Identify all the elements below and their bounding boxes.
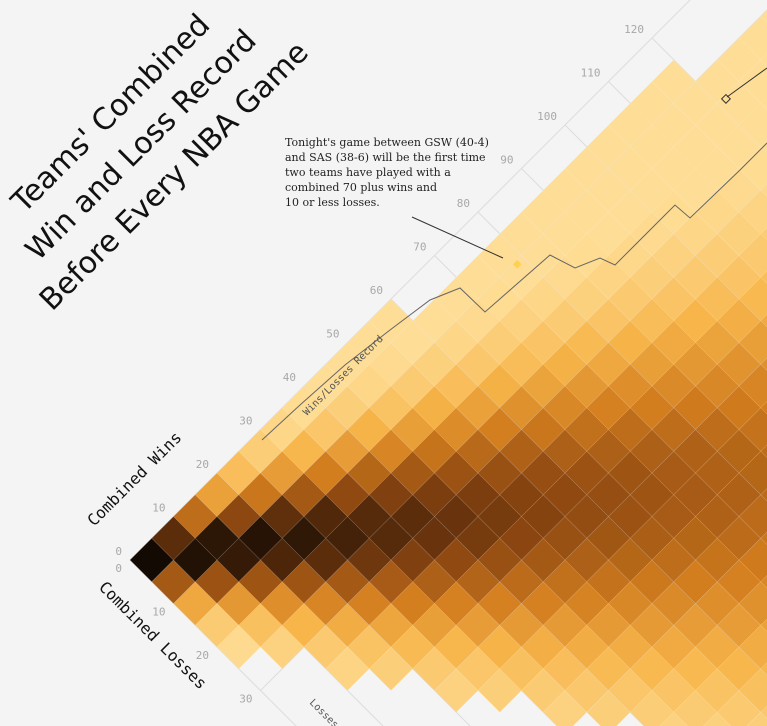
losses-tick-label: 10 (152, 606, 165, 619)
wins-tick-label: 30 (239, 415, 252, 428)
heat-cell (746, 711, 767, 726)
losses-tick-label: 30 (239, 693, 252, 706)
heat-cell (760, 575, 767, 589)
heat-cell (703, 711, 732, 726)
heat-cell (738, 581, 767, 626)
losses-record-label: Losses (307, 697, 340, 726)
wins-axis-title: Combined Wins (83, 428, 185, 530)
heat-cell (738, 624, 767, 670)
heat-cell (738, 189, 767, 235)
annotation-line: and SAS (38-6) will be the first time (285, 151, 486, 164)
heat-cell (760, 270, 767, 284)
wins-tick-label: 60 (370, 284, 383, 297)
wins-tick-label: 110 (581, 67, 601, 80)
heat-cell (738, 407, 767, 452)
title-line: Before Every NBA Game (33, 35, 316, 318)
heat-cell (738, 320, 767, 365)
annotation-line: 10 or less losses. (285, 196, 380, 209)
heat-cell (760, 183, 767, 197)
heat-cell (760, 314, 767, 328)
heat-cell (760, 401, 767, 415)
wins-tick-label: 100 (537, 110, 557, 123)
heat-cell (760, 227, 767, 241)
heat-cell (760, 357, 767, 371)
wins-tick-label: 120 (624, 23, 644, 36)
losses-tick-label: 0 (115, 562, 122, 575)
heatmap (129, 9, 767, 726)
wins-tick-label: 20 (196, 458, 209, 471)
heat-cell (760, 96, 767, 110)
annotation-line: combined 70 plus wins and (285, 181, 437, 194)
heat-cell (738, 59, 767, 104)
record-marker (512, 259, 522, 269)
heat-cell (738, 450, 767, 496)
wins-tick-label: 90 (500, 154, 513, 167)
wins-tick-label: 50 (326, 328, 339, 341)
losses-tick-label: 20 (196, 649, 209, 662)
wins-tick-label: 80 (457, 197, 470, 210)
heat-cell (738, 146, 767, 191)
heat-cell (738, 668, 767, 713)
heat-cell (738, 102, 767, 148)
annotation-line: two teams have played with a (285, 166, 451, 179)
annotation-line: Tonight's game between GSW (40-4) (285, 136, 489, 149)
wins-tick-label: 10 (152, 502, 165, 515)
heat-cell (760, 488, 767, 502)
wins-tick-label: 70 (413, 241, 426, 254)
heat-cell (760, 531, 767, 545)
heat-cell (760, 662, 767, 676)
heat-cell (738, 276, 767, 322)
heat-cell (760, 53, 767, 67)
heat-cell (760, 9, 767, 23)
grid-line (129, 559, 297, 726)
annotation-pointer (411, 216, 504, 259)
heat-cell (738, 494, 767, 539)
record-marker (720, 93, 732, 104)
wins-tick-label: 0 (115, 545, 122, 558)
heat-cell (738, 233, 767, 278)
record-boundary (261, 142, 767, 441)
heat-cell (760, 705, 767, 719)
heat-cell (738, 15, 767, 61)
wins-tick-label: 40 (283, 371, 296, 384)
heat-cell (738, 363, 767, 409)
annotation-pointer (726, 67, 767, 98)
heat-cell (760, 618, 767, 632)
heat-cell (659, 711, 688, 726)
heat-cell (760, 444, 767, 458)
heat-cell (738, 537, 767, 583)
